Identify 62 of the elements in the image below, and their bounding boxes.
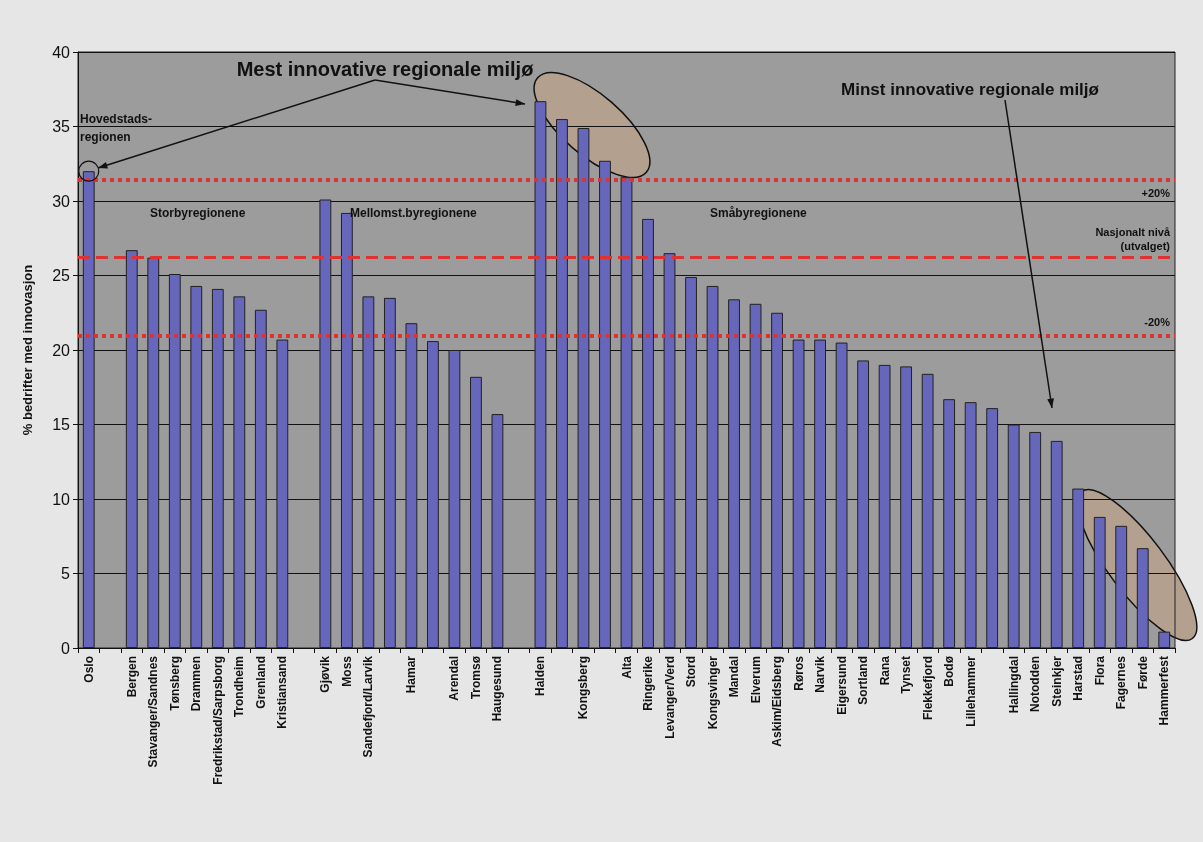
x-tick-label: Hammerfest [1157, 656, 1172, 726]
x-tick-label: Flora [1092, 655, 1107, 686]
x-tick-label: Eigersund [834, 656, 849, 715]
x-tick-label: Halden [533, 656, 548, 697]
x-tick-label: Steinkjer [1049, 655, 1064, 707]
x-tick-label: Hallingdal [1006, 656, 1021, 714]
annotation: Småbyregionene [710, 206, 808, 220]
x-tick-label: Oslo [81, 656, 96, 683]
y-tick-label: 10 [52, 490, 71, 508]
y-tick-label: 30 [52, 192, 71, 210]
x-tick-label: Kristiansand [275, 656, 290, 729]
x-tick-label: Røros [791, 655, 806, 691]
annotation: +20% [1141, 186, 1171, 199]
x-tick-label: Tromsø [468, 655, 483, 700]
annotation: Mest innovative regionale miljø [236, 58, 535, 80]
y-tick-label: 40 [52, 43, 71, 61]
x-tick-label: Notodden [1028, 656, 1043, 712]
y-tick-label: 15 [52, 416, 71, 433]
x-tick-label: Stavanger/Sandnes [146, 655, 161, 768]
x-tick-label: Lillehammer [963, 655, 978, 727]
x-tick-label: Rana [877, 655, 892, 686]
x-tick-label: Tønsberg [167, 656, 182, 711]
y-tick-label: 20 [52, 341, 71, 359]
x-tick-label: Stord [684, 656, 699, 688]
annotation: Hovedstads- regionen [80, 112, 153, 144]
y-tick-label: 5 [61, 565, 71, 582]
x-tick-label: Moss [339, 655, 354, 687]
ref-line-label: Nasjonalt nivå (utvalget) [1095, 225, 1171, 252]
y-axis-title: % bedrifter med innovasjon [20, 264, 35, 436]
x-tick-label: Askim/Eidsberg [770, 656, 785, 747]
x-tick-label: Harstad [1071, 656, 1086, 701]
x-tick-label: Ringerike [641, 655, 656, 711]
annotation: Minst innovative regionale miljø [841, 80, 1100, 99]
annotation: Storbyregionene [150, 206, 246, 220]
x-tick-label: Flekkefjord [920, 656, 935, 721]
annotation: -20% [1144, 315, 1171, 328]
y-tick-label: 35 [52, 118, 71, 135]
x-tick-label: Elverum [748, 656, 763, 704]
x-tick-label: Tynset [899, 656, 914, 694]
x-tick-label: Fredrikstad/Sarpsborg [210, 656, 225, 785]
x-tick-label: Haugesund [490, 656, 505, 722]
x-tick-label: Kongsberg [576, 656, 591, 720]
annotation: Mellomst.byregionene [350, 206, 478, 220]
x-tick-label: Bodø [942, 655, 957, 687]
x-tick-label: Sortland [856, 656, 871, 705]
x-tick-label: Arendal [447, 656, 462, 701]
x-tick-label: Levanger/Verd [662, 656, 677, 739]
x-tick-label: Bergen [124, 656, 139, 698]
x-tick-label: Kongsvinger [705, 655, 720, 730]
x-tick-label: Mandal [727, 656, 742, 698]
x-tick-label: Fagernes [1114, 655, 1129, 710]
x-tick-label: Sandefjord/Larvik [361, 655, 376, 758]
x-tick-label: Narvik [813, 655, 828, 693]
x-tick-label: Gjøvik [318, 655, 333, 693]
y-tick-label: 25 [52, 267, 71, 284]
x-tick-label: Førde [1135, 655, 1150, 690]
x-tick-label: Trondheim [232, 656, 247, 718]
y-tick-label: 0 [61, 639, 71, 657]
x-tick-label: Alta [619, 655, 634, 679]
x-tick-label: Hamar [404, 655, 419, 694]
x-tick-label: Grenland [253, 656, 268, 709]
x-tick-label: Drammen [189, 656, 204, 712]
